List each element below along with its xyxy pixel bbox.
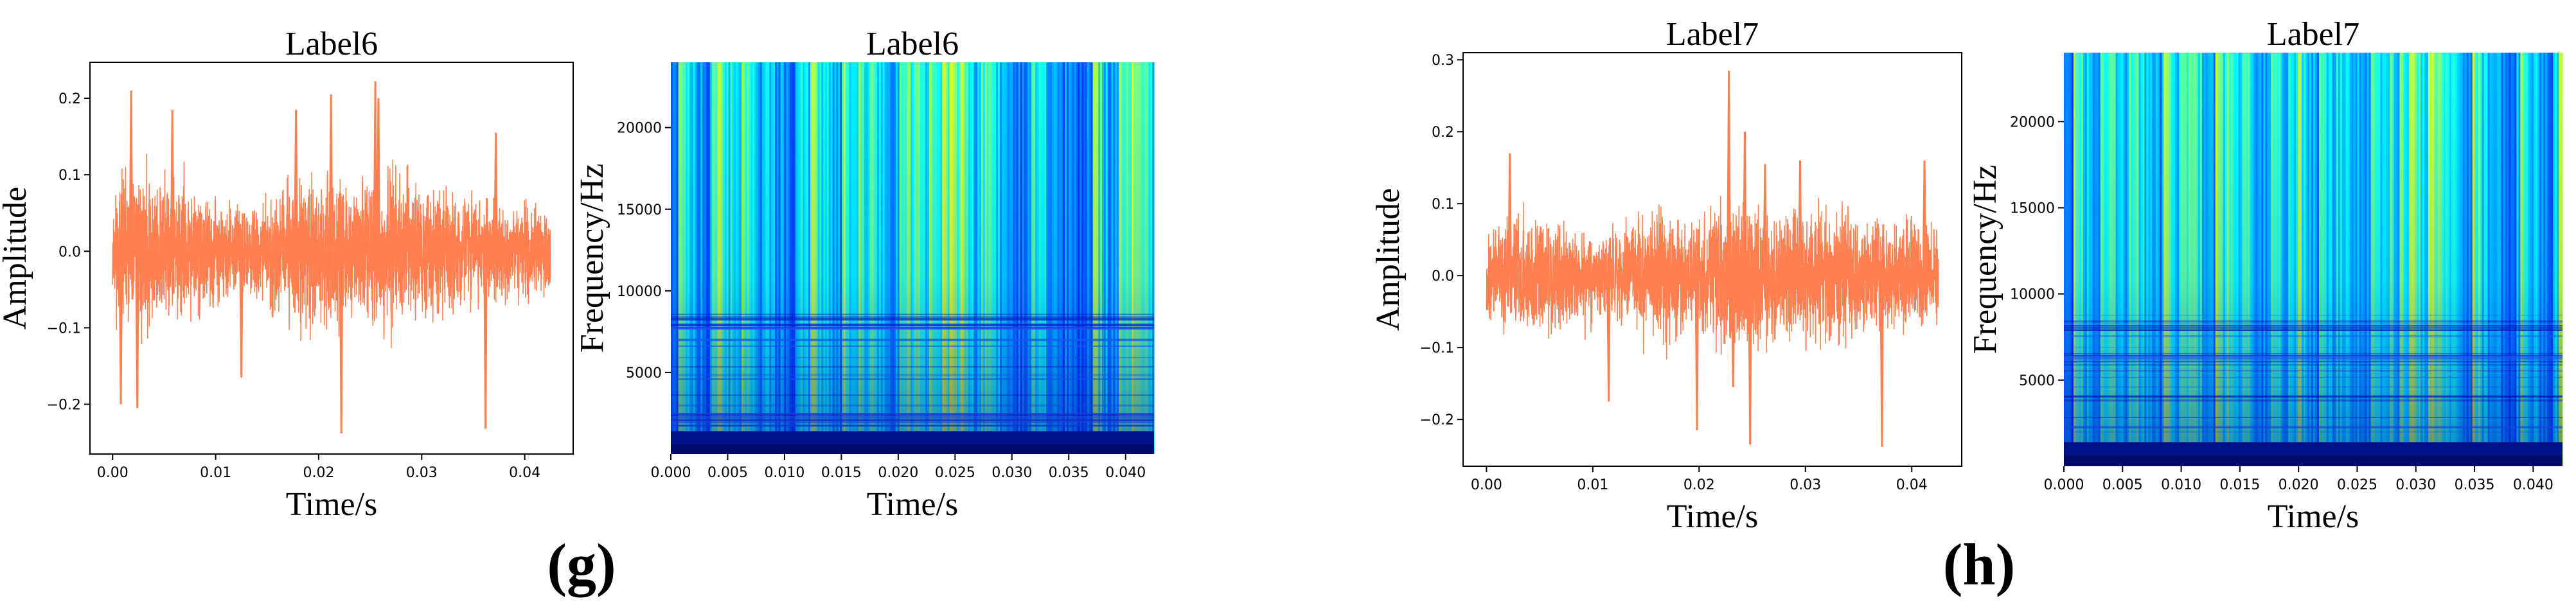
- y-tick-label: −0.2: [47, 398, 81, 414]
- x-tick-label: 0.03: [1790, 477, 1821, 493]
- x-tick-label: 0.02: [1683, 477, 1715, 493]
- label6-spectrogram-plot: Label6 0.000 0.005 0.010 0.015 0.020 0.025 0.03…: [574, 26, 1155, 523]
- waveform-spike: [1879, 224, 1885, 447]
- waveform-spike: [1606, 238, 1612, 402]
- y-tick-label: 0.2: [1432, 125, 1454, 141]
- y-tick-label: −0.2: [1420, 412, 1454, 428]
- waveform-spike: [294, 109, 299, 294]
- waveform-spike: [1507, 153, 1513, 313]
- waveform-spike: [1694, 229, 1700, 431]
- y-tick-label: 10000: [617, 284, 662, 300]
- x-tick-label: 0.010: [764, 465, 804, 481]
- y-tick-label: 15000: [617, 202, 662, 218]
- x-tick-label: 0.020: [2278, 477, 2319, 493]
- x-tick-label: 0.015: [821, 465, 862, 481]
- x-tick-label: 0.015: [2219, 477, 2260, 493]
- waveform-spike: [1727, 70, 1732, 337]
- y-axis-label: Amplitude: [1370, 188, 1407, 331]
- spectrogram-shade: [671, 62, 1154, 454]
- axes-frame: [89, 62, 574, 455]
- y-tick-label: 0.2: [58, 91, 81, 107]
- x-tick-label: 0.01: [200, 465, 231, 481]
- waveform-spike: [1730, 242, 1736, 387]
- x-tick-label: 0.040: [2513, 477, 2554, 493]
- y-tick-label: 0.1: [58, 168, 81, 184]
- waveform-spike: [373, 81, 378, 302]
- y-axis-label: Frequency/Hz: [1967, 165, 2003, 354]
- x-tick-label: 0.040: [1105, 465, 1146, 481]
- axes-frame: [1462, 52, 1962, 467]
- spectrogram-shade: [2064, 53, 2563, 466]
- waveform-spike: [339, 197, 344, 433]
- waveform-spike: [328, 94, 333, 299]
- label6-waveform-plot: Label6 0.00 0.01 0.02 0.03 0.04 −0.2 −0.1 0.0 0.1…: [0, 26, 574, 523]
- x-tick-label: 0.035: [2455, 477, 2495, 493]
- y-tick-label: −0.1: [1420, 340, 1454, 356]
- x-tick-label: 0.04: [509, 465, 540, 481]
- x-tick-label: 0.025: [2337, 477, 2377, 493]
- chart-title: Label6: [866, 26, 959, 62]
- y-axis-label: Amplitude: [0, 187, 33, 329]
- spectrogram-floor: [671, 444, 1154, 454]
- y-tick-label: 5000: [2019, 373, 2055, 389]
- y-tick-label: 0.3: [1432, 53, 1454, 69]
- x-tick-label: 0.000: [651, 465, 691, 481]
- x-tick-label: 0.025: [935, 465, 975, 481]
- waveform-spike: [1922, 160, 1927, 310]
- panel-letter-g: (g): [547, 532, 616, 597]
- waveform-spike: [1798, 160, 1802, 310]
- spectrogram-floor: [2064, 455, 2563, 466]
- x-tick-label: 0.035: [1049, 465, 1089, 481]
- waveform-spike: [170, 109, 175, 294]
- x-tick-label: 0.005: [707, 465, 748, 481]
- y-tick-label: 0.1: [1432, 197, 1454, 213]
- label7-waveform-plot: Label7 0.00 0.01 0.02 0.03 0.04 −0.2 −0.1 0.0 0.1…: [1370, 16, 1962, 535]
- y-tick-label: 15000: [2010, 201, 2055, 217]
- y-tick-label: 5000: [626, 365, 662, 381]
- waveform-spike: [1748, 225, 1753, 445]
- chart-title: Label7: [1666, 16, 1759, 53]
- x-tick-label: 0.02: [303, 465, 334, 481]
- waveform-spike: [1742, 132, 1747, 319]
- y-tick-label: 0.0: [58, 244, 81, 260]
- x-axis-label: Time/s: [2268, 498, 2359, 535]
- x-tick-label: 0.000: [2044, 477, 2084, 493]
- y-axis-label: Frequency/Hz: [574, 164, 610, 353]
- x-tick-label: 0.030: [991, 465, 1032, 481]
- x-tick-label: 0.030: [2395, 477, 2436, 493]
- y-tick-label: 20000: [2010, 114, 2055, 130]
- x-axis-label: Time/s: [286, 486, 378, 523]
- y-tick-label: −0.1: [47, 320, 81, 337]
- label7-spectrogram-plot: Label7 0.000 0.005 0.010 0.015 0.020 0.025 0.03…: [1967, 16, 2563, 535]
- x-tick-label: 0.00: [97, 465, 129, 481]
- y-tick-label: 10000: [2010, 287, 2055, 303]
- waveform-line: [1486, 196, 1939, 360]
- chart-title: Label7: [2267, 16, 2359, 53]
- x-tick-label: 0.01: [1577, 477, 1608, 493]
- x-tick-label: 0.020: [878, 465, 918, 481]
- waveform-spike: [239, 213, 244, 378]
- panel-letter-h: (h): [1943, 532, 2015, 597]
- y-tick-label: 20000: [617, 121, 662, 137]
- x-axis-label: Time/s: [867, 486, 959, 523]
- x-tick-label: 0.04: [1896, 477, 1928, 493]
- y-tick-label: 0.0: [1432, 268, 1454, 284]
- waveform-spike: [376, 98, 381, 297]
- x-axis-label: Time/s: [1667, 498, 1759, 535]
- x-tick-label: 0.005: [2102, 477, 2143, 493]
- x-tick-label: 0.00: [1471, 477, 1502, 493]
- x-tick-label: 0.010: [2161, 477, 2201, 493]
- chart-title: Label6: [285, 26, 378, 62]
- waveform-spike: [1763, 164, 1768, 310]
- x-tick-label: 0.03: [406, 465, 438, 481]
- waveform-spike: [493, 132, 499, 287]
- waveform-spike: [129, 91, 134, 300]
